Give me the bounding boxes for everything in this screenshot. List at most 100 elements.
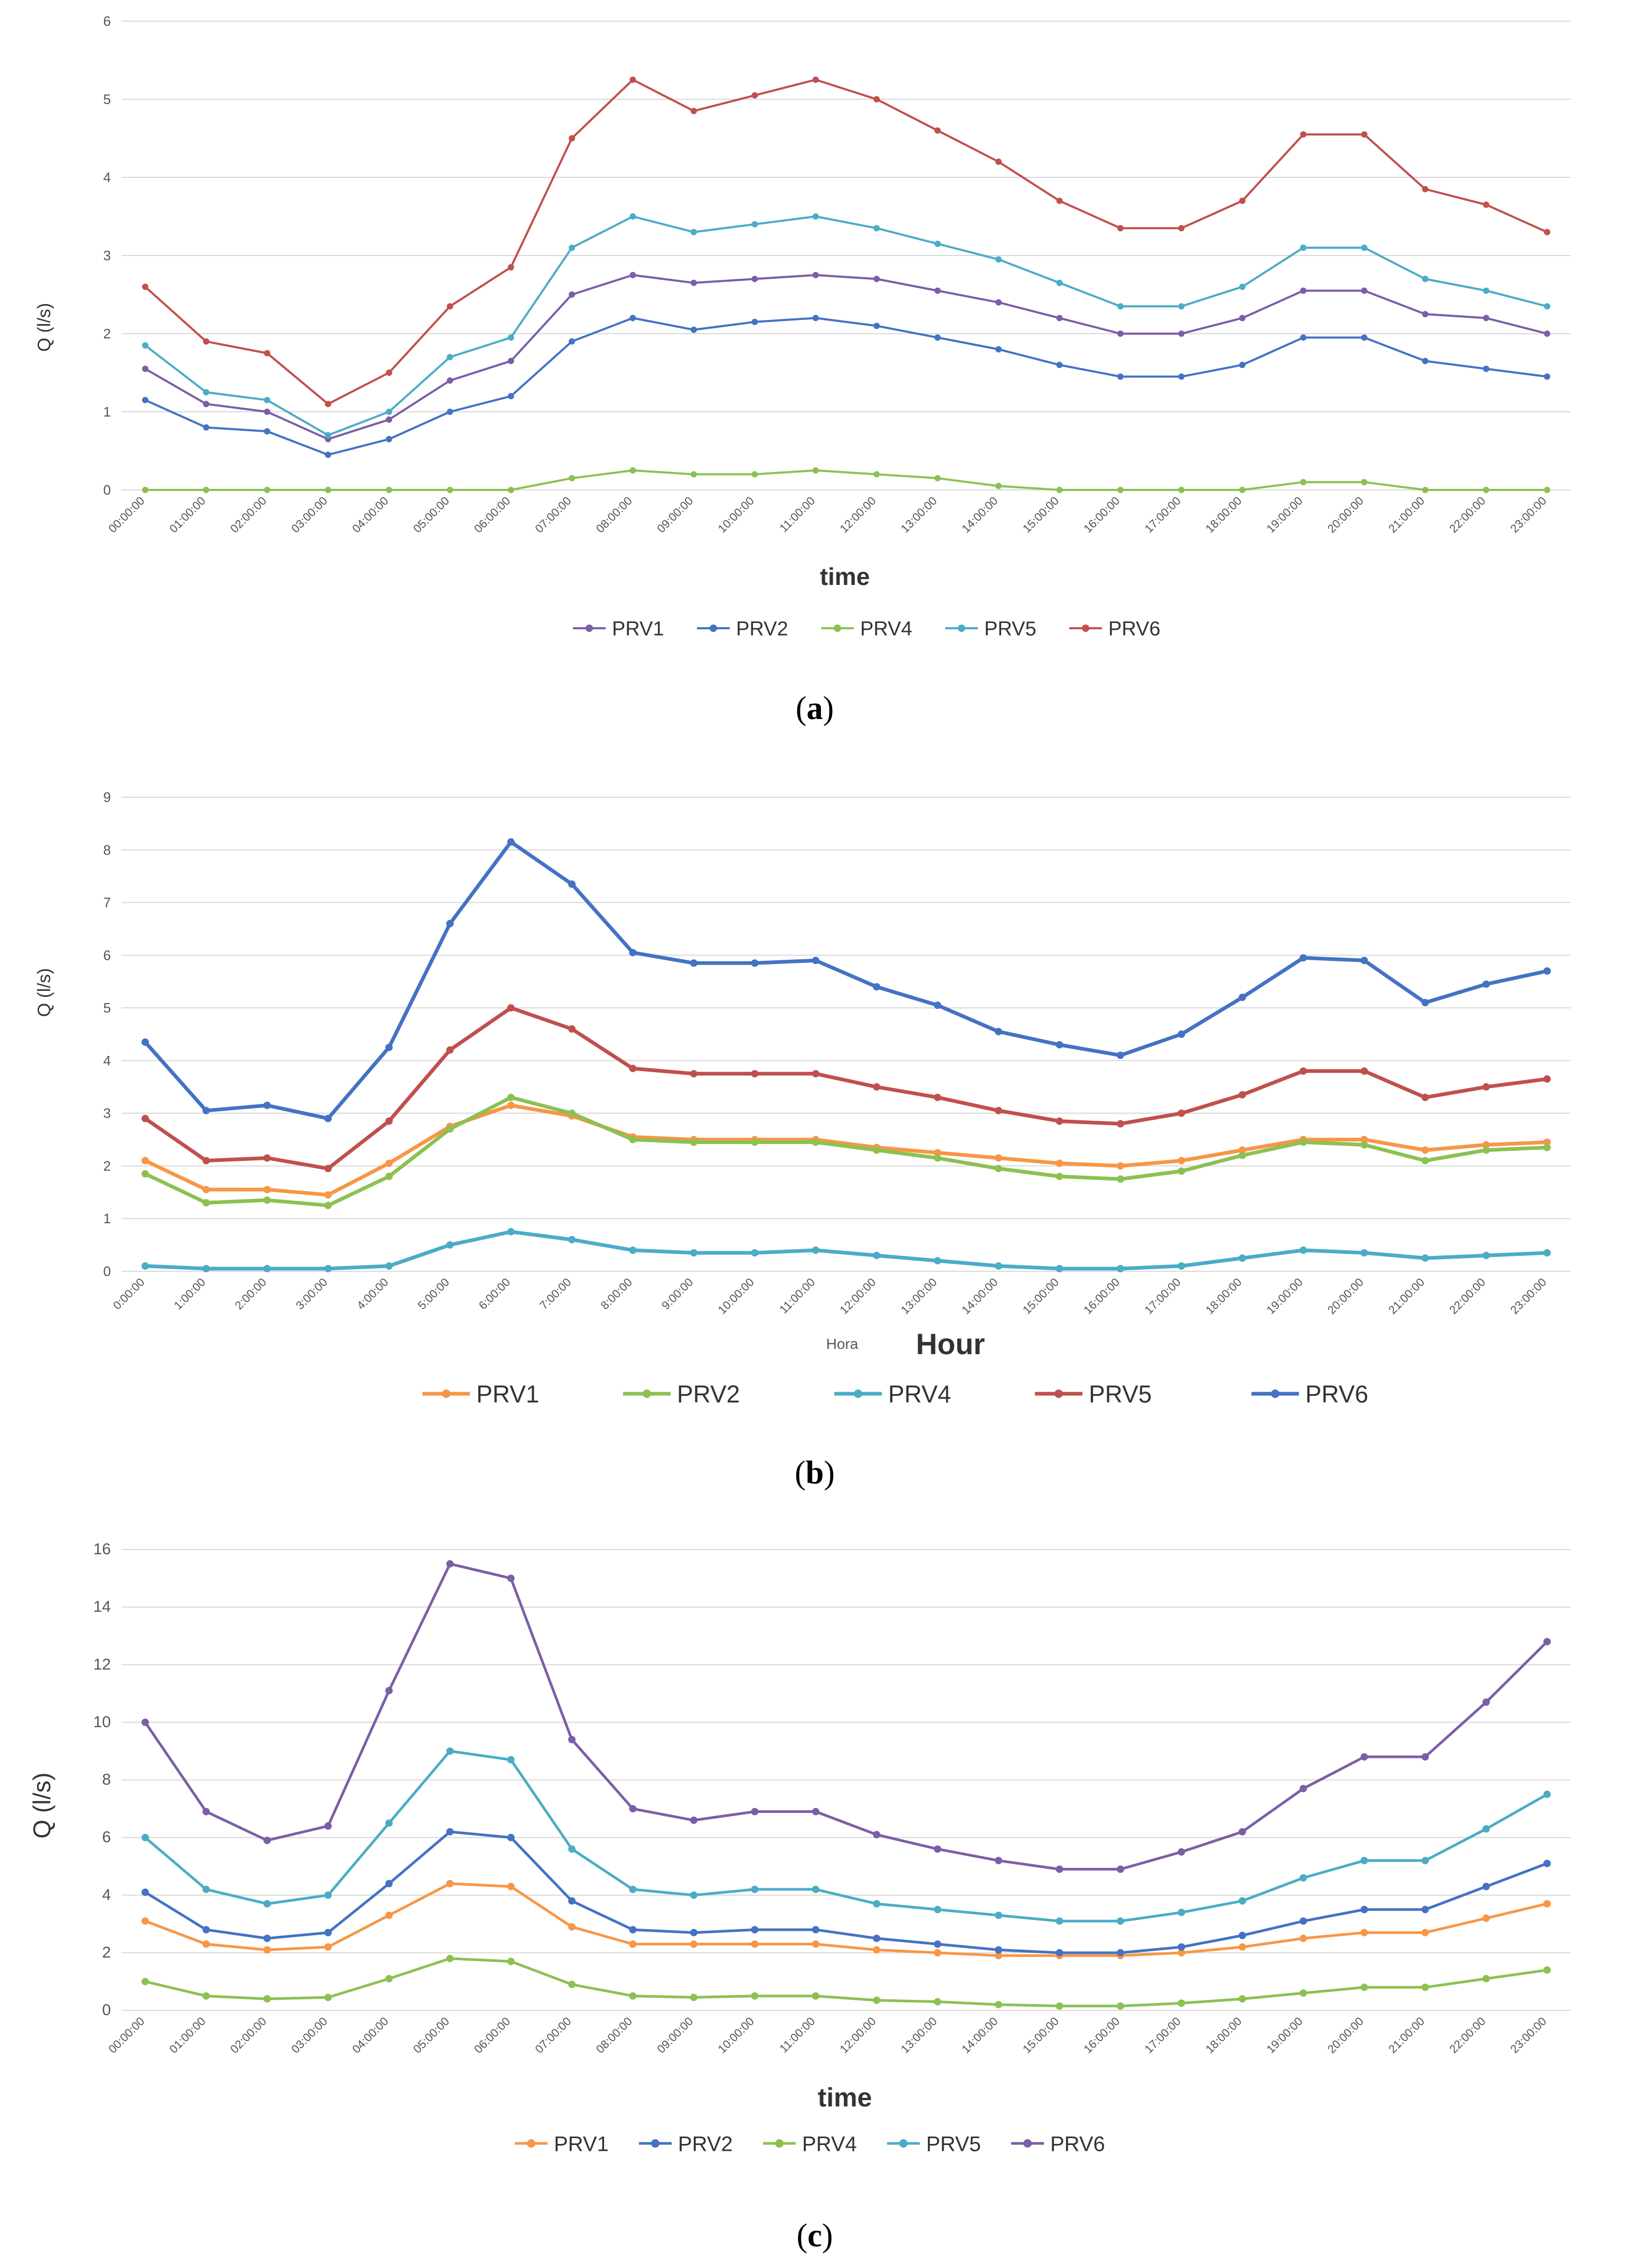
legend-item-prv6: PRV6	[1011, 2132, 1105, 2156]
legend-item-prv4: PRV4	[821, 618, 912, 640]
data-point-prv5	[934, 1093, 941, 1101]
legend-label: PRV6	[1050, 2132, 1105, 2156]
y-tick-label: 6	[103, 947, 111, 963]
data-point-prv6	[202, 1808, 210, 1816]
data-point-prv6	[1360, 1753, 1368, 1761]
data-point-prv6	[751, 959, 759, 967]
data-point-prv6	[995, 1028, 1003, 1036]
data-point-prv4	[1544, 487, 1550, 493]
legend-label: PRV4	[802, 2132, 857, 2156]
series-line-prv6	[144, 79, 1548, 405]
data-point-prv6	[934, 127, 941, 134]
legend-item-prv1: PRV1	[515, 2132, 609, 2156]
data-point-prv6	[690, 1816, 698, 1824]
data-point-prv4	[263, 1265, 271, 1273]
data-point-prv1	[934, 287, 941, 294]
x-tick-label: 22:00:00	[1447, 1275, 1488, 1317]
x-tick-label: 05:00:00	[410, 494, 451, 535]
data-point-prv5	[1300, 244, 1307, 251]
data-point-prv5	[1239, 284, 1246, 290]
data-point-prv6	[1056, 197, 1063, 204]
data-point-prv4	[385, 1974, 393, 1982]
data-point-prv5	[568, 1025, 576, 1033]
legend-label: PRV2	[678, 2132, 733, 2156]
data-point-prv6	[1544, 229, 1550, 235]
data-point-prv5	[507, 334, 514, 341]
data-point-prv1	[1483, 315, 1490, 322]
data-point-prv6	[1483, 201, 1490, 208]
data-point-prv5	[202, 1157, 210, 1165]
data-point-prv1	[324, 1943, 332, 1951]
data-point-prv2	[690, 1929, 698, 1936]
data-point-prv5	[1056, 1117, 1063, 1125]
legend-label: PRV1	[554, 2132, 609, 2156]
data-point-prv5	[934, 240, 941, 247]
x-tick-label: 23:00:00	[1507, 2015, 1549, 2056]
data-point-prv4	[142, 487, 148, 493]
data-point-prv4	[507, 1958, 515, 1965]
x-tick-label: 19:00:00	[1264, 494, 1305, 535]
y-tick-label: 4	[102, 1886, 111, 1904]
x-tick-label: 02:00:00	[228, 2015, 269, 2056]
y-tick-label: 5	[103, 91, 111, 107]
x-tick-label: 9:00:00	[659, 1275, 696, 1312]
data-point-prv6	[1056, 1865, 1063, 1873]
x-tick-label: 8:00:00	[598, 1275, 635, 1312]
y-tick-label: 10	[93, 1713, 111, 1731]
data-point-prv2	[1543, 1144, 1551, 1151]
data-point-prv6	[873, 1831, 881, 1839]
data-point-prv1	[263, 1186, 271, 1194]
data-point-prv6	[507, 264, 514, 271]
series-line-prv5	[144, 215, 1548, 437]
y-tick-label: 4	[103, 1053, 111, 1069]
legend-marker	[1082, 625, 1089, 632]
legend-marker	[586, 625, 593, 632]
data-point-prv2	[385, 1879, 393, 1887]
data-point-prv5	[812, 1070, 819, 1078]
x-tick-label: 15:00:00	[1020, 1275, 1061, 1317]
legend-marker	[710, 625, 717, 632]
data-point-prv5	[447, 354, 454, 361]
series-line-prv5	[144, 1006, 1548, 1170]
y-tick-label: 0	[103, 482, 111, 498]
legend-item-prv1: PRV1	[422, 1381, 539, 1408]
legend-marker	[899, 2139, 908, 2148]
x-tick-label: 20:00:00	[1325, 494, 1366, 535]
data-point-prv4	[1238, 1995, 1246, 2003]
data-point-prv4	[751, 1249, 759, 1257]
data-point-prv2	[1482, 1146, 1490, 1154]
x-tick-label: 06:00:00	[472, 2015, 513, 2056]
data-point-prv5	[385, 1819, 393, 1827]
data-point-prv4	[447, 487, 454, 493]
data-point-prv6	[1239, 197, 1246, 204]
data-point-prv5	[385, 1117, 393, 1125]
legend-marker	[854, 1390, 862, 1398]
data-point-prv1	[385, 1911, 393, 1919]
data-point-prv5	[1238, 1897, 1246, 1905]
data-point-prv5	[812, 213, 819, 220]
data-point-prv6	[324, 1822, 332, 1830]
legend-label: PRV1	[612, 618, 664, 640]
x-tick-label: 11:00:00	[777, 1275, 817, 1316]
x-tick-label: 10:00:00	[715, 2015, 757, 2056]
x-axis-sublabel: Hora	[826, 1336, 859, 1352]
x-tick-label: 20:00:00	[1325, 1275, 1366, 1317]
data-point-prv6	[446, 920, 454, 928]
x-tick-label: 01:00:00	[167, 494, 208, 535]
legend-label: PRV1	[476, 1381, 539, 1408]
data-point-prv4	[629, 467, 636, 474]
data-point-prv6	[934, 1001, 941, 1009]
legend-label: PRV2	[736, 618, 788, 640]
legend-label: PRV4	[860, 618, 912, 640]
x-tick-label: 7:00:00	[537, 1275, 574, 1312]
data-point-prv6	[629, 949, 637, 957]
data-point-prv2	[1360, 1906, 1368, 1914]
data-point-prv5	[1238, 1091, 1246, 1099]
data-point-prv4	[1299, 1989, 1307, 1997]
series-line-prv1	[144, 1103, 1548, 1197]
data-point-prv6	[507, 1574, 515, 1582]
data-point-prv4	[629, 1992, 637, 2000]
series-line-prv4	[145, 469, 1547, 491]
data-point-prv2	[507, 393, 514, 400]
data-point-prv1	[873, 1946, 881, 1954]
